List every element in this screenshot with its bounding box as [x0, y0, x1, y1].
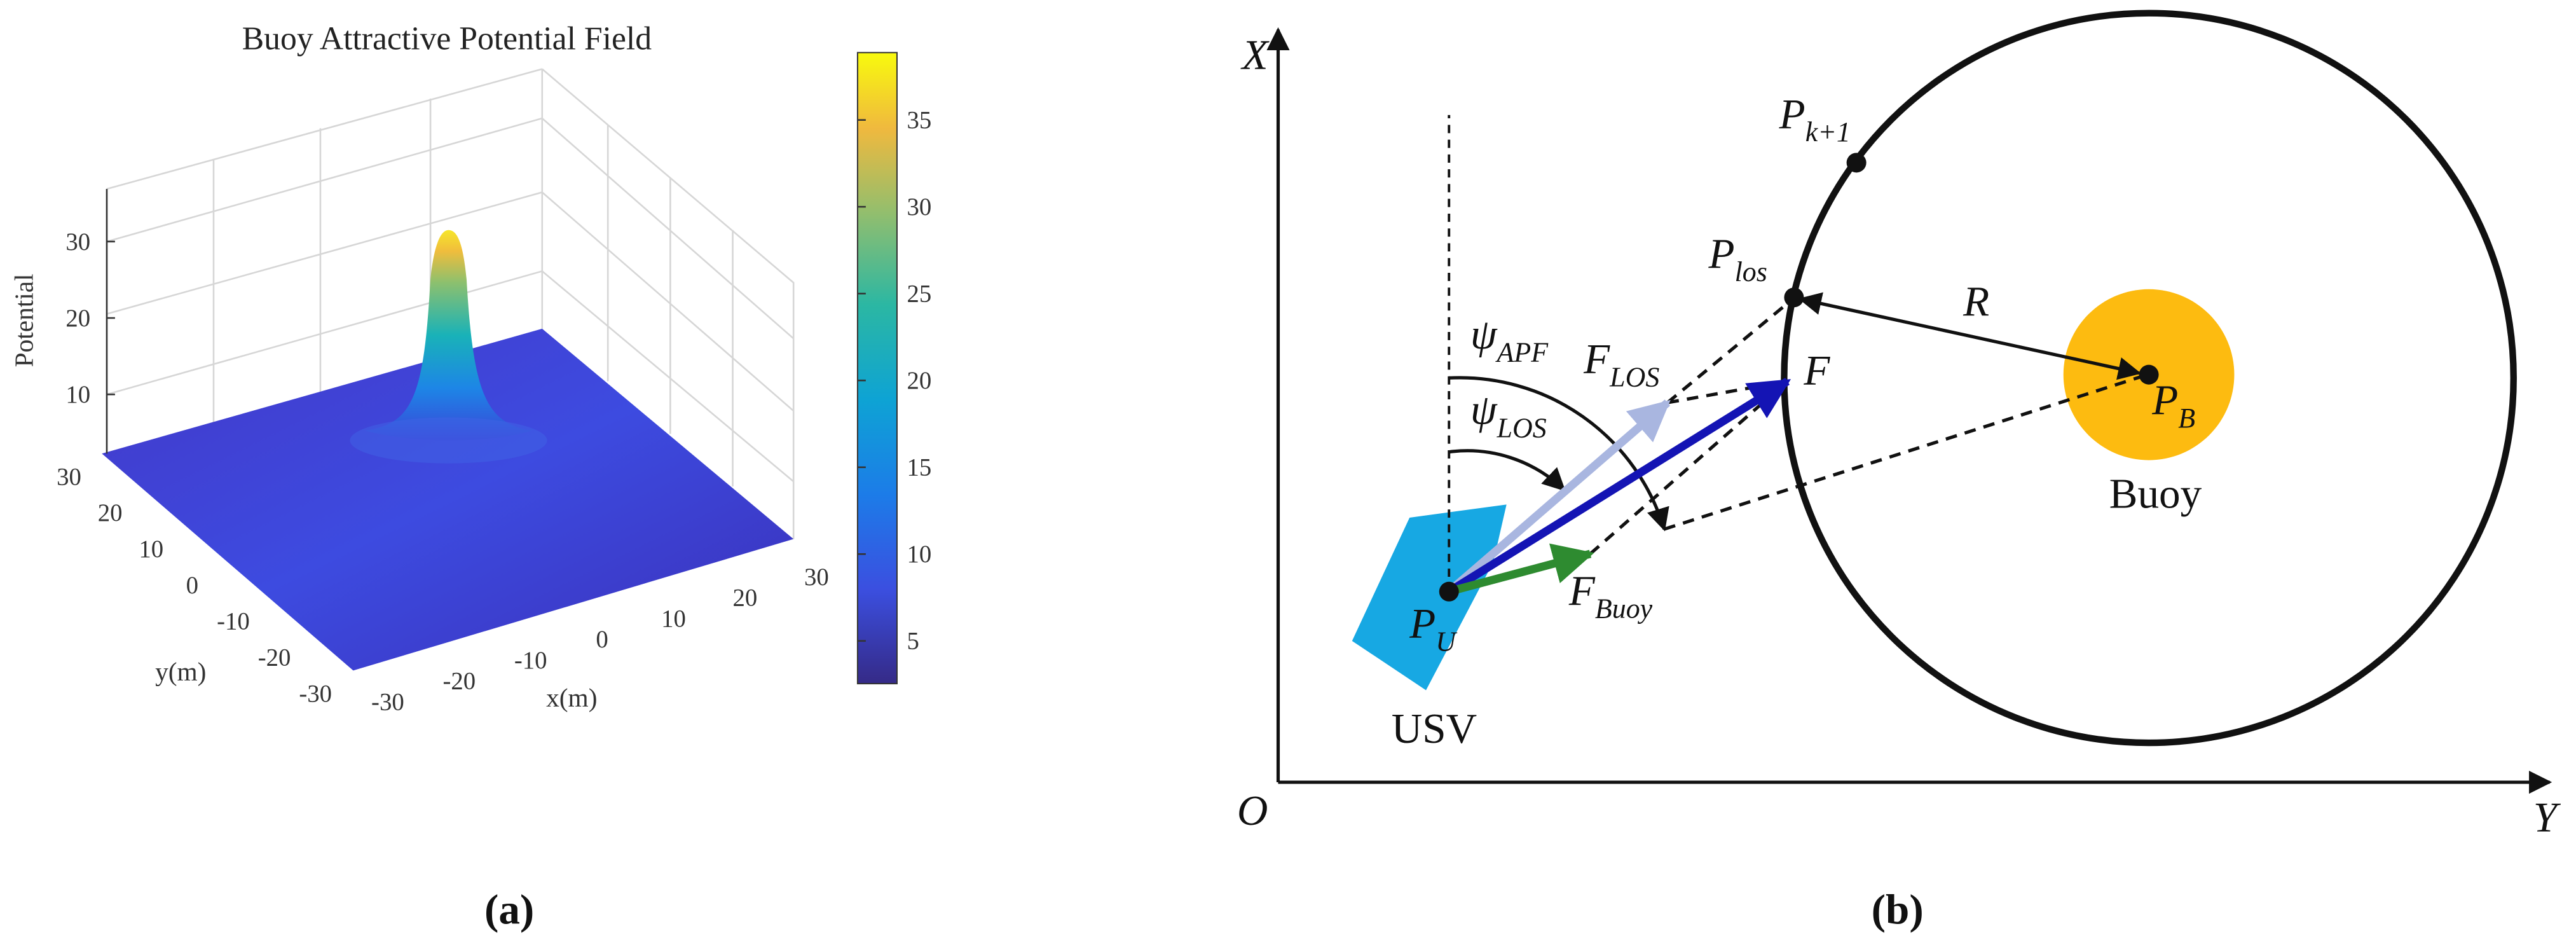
- y-tick-label: -20: [258, 644, 291, 672]
- caption: (a): [484, 885, 534, 933]
- caption: (b): [1872, 885, 1924, 933]
- f-buoy-label: FBuoy: [1568, 567, 1653, 624]
- point: [2139, 364, 2159, 385]
- y-tick-label: -10: [217, 608, 250, 635]
- colorbar-tick-label: 10: [907, 541, 931, 568]
- f-los-label: FLOS: [1583, 335, 1659, 393]
- f-buoy-arrow: [1448, 543, 1594, 596]
- angle-apf: [1449, 376, 1669, 532]
- x-tick-label: 10: [661, 605, 686, 632]
- point: [1439, 581, 1459, 602]
- colorbar-tick-label: 5: [907, 628, 919, 655]
- y-tick-label: -30: [299, 680, 332, 707]
- f-arrow: [1446, 378, 1792, 595]
- x-axis-label: x(m): [546, 683, 597, 713]
- surface-floor: [102, 328, 794, 671]
- p-los-label: Plos: [1708, 230, 1767, 287]
- surface-peak: [364, 230, 533, 441]
- z-tick-label: 30: [65, 228, 90, 256]
- y-tick-label: 0: [186, 572, 198, 599]
- peak-base: [350, 417, 547, 464]
- colorbar: [856, 52, 898, 685]
- angle-los: [1448, 449, 1566, 492]
- point: [1784, 287, 1804, 308]
- colorbar-tick-label: 15: [907, 454, 931, 481]
- origin-label: O: [1237, 787, 1268, 834]
- dashed-lines: [1589, 299, 2143, 555]
- colorbar-tick-label: 20: [907, 367, 931, 394]
- force-label: F: [1803, 347, 1830, 394]
- x-tick-label: -20: [442, 668, 476, 695]
- axis-y-label: Y: [2533, 794, 2561, 841]
- radius-label: R: [1963, 277, 1989, 325]
- point: [1846, 153, 1867, 173]
- axis-x-label: X: [1240, 31, 1270, 79]
- x-tick-label: 0: [596, 626, 608, 653]
- x-tick-label: 20: [733, 584, 758, 612]
- p-next-label: Pk+1: [1779, 90, 1851, 148]
- surface-plot: Buoy Attractive Potential Field Potentia…: [10, 21, 932, 934]
- psi-apf-label: ψAPF: [1470, 310, 1549, 368]
- y-tick-label: 20: [98, 499, 123, 527]
- p-b-label: PB: [2151, 376, 2195, 434]
- circle: [1781, 10, 2517, 747]
- x-tick-label: -30: [371, 688, 404, 715]
- p-u-label: PU: [1409, 600, 1458, 658]
- buoy-label: Buoy: [2109, 470, 2202, 518]
- colorbar-tick-label: 30: [907, 193, 931, 221]
- plot-title: Buoy Attractive Potential Field: [242, 21, 652, 57]
- f-los-arrow: [1446, 399, 1671, 595]
- z-axis-label: Potential: [10, 273, 39, 367]
- y-tick-label: 30: [57, 463, 81, 490]
- y-axis-label: y(m): [155, 657, 206, 687]
- colorbar-tick-label: 25: [907, 280, 931, 308]
- z-tick-label: 20: [65, 305, 90, 332]
- x-tick-label: -10: [514, 647, 547, 674]
- box-grid: [106, 68, 795, 539]
- radius-arrow: [1798, 292, 2142, 380]
- colorbar-tick-label: 35: [907, 107, 931, 134]
- diagram: X Y O Pk+1 Plos PB PU FLOS FBuoy ψAPF ψL…: [1237, 10, 2561, 933]
- z-tick-label: 10: [65, 381, 90, 408]
- psi-los-label: ψLOS: [1470, 386, 1547, 444]
- usv: [1352, 504, 1507, 691]
- usv-label: USV: [1392, 705, 1477, 752]
- x-tick-label: 30: [804, 563, 829, 591]
- y-tick-label: 10: [139, 535, 163, 563]
